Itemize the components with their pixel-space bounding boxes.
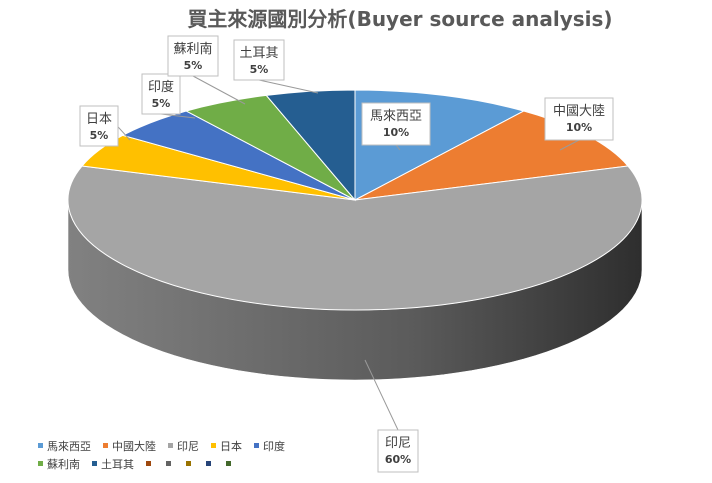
leader-line (395, 144, 401, 151)
legend-swatch-empty-1 (146, 461, 151, 466)
data-labels: 馬來西亞 10% 中國大陸 10% 印尼 60% 日本 5% 印度 5% 蘇利南 5% 土耳其 5% (79, 35, 614, 473)
label-box (79, 105, 119, 147)
label-category: 蘇利南 (173, 41, 212, 57)
data-label-印尼: 印尼 60% (364, 359, 419, 473)
legend-label: 印尼 (177, 440, 199, 453)
label-value: 5% (184, 59, 203, 72)
data-label-土耳其: 土耳其 5% (233, 39, 319, 94)
data-label-蘇利南: 蘇利南 5% (167, 35, 246, 105)
leader-line (160, 113, 196, 119)
label-box (361, 102, 431, 146)
label-value: 5% (90, 129, 109, 142)
label-category: 印尼 (385, 436, 411, 451)
leader-line (258, 79, 319, 94)
legend-label: 印度 (263, 439, 285, 453)
chart-title: 買主來源國別分析(Buyer source analysis) (187, 7, 612, 31)
legend-item-印度: 印度 (254, 439, 285, 453)
label-box (233, 39, 285, 81)
legend-swatch (38, 461, 43, 466)
legend-label: 中國大陸 (112, 439, 156, 453)
label-value: 10% (566, 121, 592, 134)
data-label-馬來西亞: 馬來西亞 10% (361, 102, 431, 151)
legend-swatch-empty-2 (166, 461, 171, 466)
label-category: 土耳其 (239, 46, 278, 61)
legend-label: 馬來西亞 (47, 440, 91, 453)
legend-swatch (103, 443, 108, 448)
legend-swatch (254, 443, 259, 448)
label-box (377, 429, 419, 473)
legend-swatch (38, 443, 43, 448)
label-value: 5% (250, 63, 269, 76)
label-value: 10% (383, 126, 409, 139)
legend-swatch (92, 461, 97, 466)
legend-label: 日本 (220, 439, 242, 453)
leader-line (559, 139, 580, 151)
legend-item-印尼: 印尼 (168, 440, 199, 453)
legend-label: 土耳其 (101, 458, 134, 471)
legend-item-日本: 日本 (211, 439, 242, 453)
label-box (544, 97, 614, 141)
label-box (141, 73, 181, 115)
label-category: 日本 (86, 112, 112, 127)
legend-item-馬來西亞: 馬來西亞 (38, 440, 91, 453)
legend-swatch-empty-3 (186, 461, 191, 466)
data-label-日本: 日本 5% (79, 105, 131, 147)
label-category: 中國大陸 (553, 103, 605, 119)
slice-印尼 (67, 165, 643, 311)
legend-swatch (168, 443, 173, 448)
data-label-印度: 印度 5% (141, 73, 196, 119)
label-category: 馬來西亞 (370, 109, 422, 124)
legend-item-蘇利南: 蘇利南 (38, 458, 80, 471)
leader-line (192, 75, 246, 105)
leader-line (364, 359, 399, 431)
legend-swatch-empty-4 (206, 461, 211, 466)
legend-label: 蘇利南 (47, 458, 80, 471)
legend-item-土耳其: 土耳其 (92, 458, 134, 471)
legend-swatch-empty-5 (226, 461, 231, 466)
legend-swatch (211, 443, 216, 448)
label-category: 印度 (148, 79, 174, 95)
legend-item-中國大陸: 中國大陸 (103, 439, 156, 453)
data-label-中國大陸: 中國大陸 10% (544, 97, 614, 151)
label-value: 5% (152, 97, 171, 110)
label-value: 60% (385, 453, 411, 466)
label-box (167, 35, 219, 77)
